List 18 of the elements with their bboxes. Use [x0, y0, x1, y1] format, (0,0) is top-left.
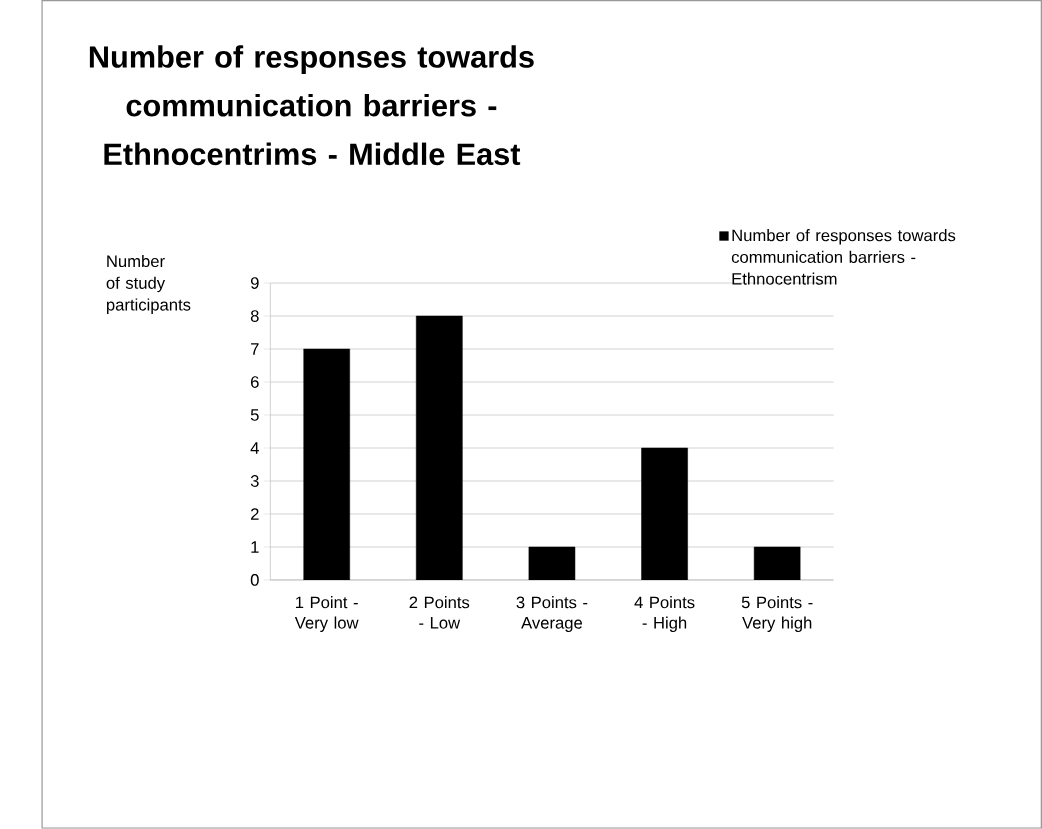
y-tick-label: 6 [251, 376, 259, 389]
y-tick-label: 8 [250, 310, 259, 323]
x-tick-label: 2 Points - Low [409, 596, 470, 629]
y-tick-label: 4 [250, 442, 259, 454]
y-tick-label: 2 [251, 508, 259, 520]
y-tick-label: 0 [250, 574, 259, 586]
y-tick-label: 5 [250, 409, 259, 421]
y-tick-label: 1 [251, 541, 259, 553]
y-tick-label: 7 [251, 343, 259, 355]
y-tick-label: 3 [250, 475, 259, 487]
y-tick-label: 9 [250, 277, 259, 290]
x-tick-label: 1 Point - Very low [294, 596, 359, 633]
x-tick-label: 3 Points - Average [516, 596, 588, 633]
x-tick-label: 4 Points - High [634, 596, 695, 633]
legend-label: Number of responses towards communication barriers - Ethnocentrism [731, 229, 956, 285]
chart-title: Number of responses towards communication barriers - Ethnocentrims - Middle East [89, 45, 534, 166]
x-tick-label: 5 Points - Very high [741, 596, 813, 633]
y-axis-title: Number of study participants [106, 255, 191, 315]
